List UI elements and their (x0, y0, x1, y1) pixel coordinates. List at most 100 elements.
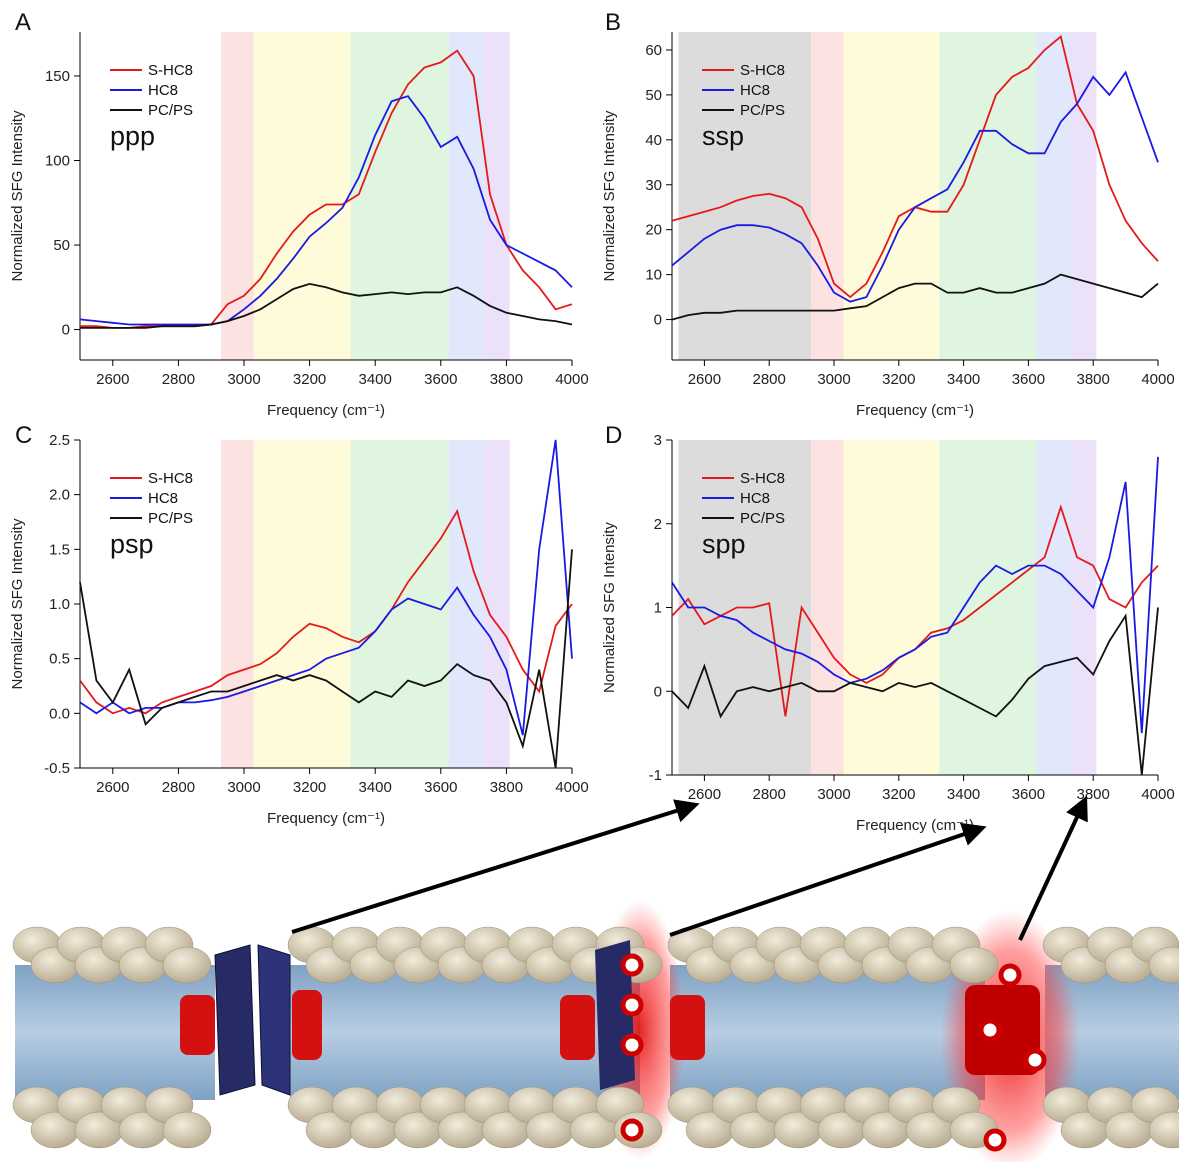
y-tick-label: 0 (654, 312, 662, 329)
legend-label: PC/PS (740, 102, 785, 119)
panel-letter: A (15, 9, 31, 36)
lipid-head (162, 1111, 212, 1149)
x-tick-label: 3400 (947, 786, 980, 803)
x-tick-label: 3200 (293, 779, 326, 796)
y-axis-label: Normalized SFG Intensity (9, 518, 26, 689)
legend-label: S-HC8 (740, 62, 785, 79)
membrane-illustration (12, 795, 1179, 1167)
y-axis-label: Normalized SFG Intensity (601, 110, 618, 281)
x-tick-label: 3400 (359, 779, 392, 796)
frequency-band (843, 440, 940, 775)
x-tick-label: 2600 (96, 779, 129, 796)
x-tick-label: 3600 (1012, 371, 1045, 388)
y-tick-label: 2 (654, 516, 662, 533)
x-axis-label: Frequency (cm⁻¹) (856, 817, 974, 834)
legend-label: PC/PS (148, 510, 193, 527)
legend-label: S-HC8 (148, 62, 193, 79)
series-line (671, 456, 1159, 734)
frequency-band (939, 32, 1037, 360)
frequency-band (449, 32, 484, 360)
x-tick-label: 2600 (96, 371, 129, 388)
x-axis-label: Frequency (cm⁻¹) (856, 402, 974, 419)
y-tick-label: -0.5 (44, 760, 70, 777)
y-tick-label: 100 (45, 152, 70, 169)
frequency-band (253, 440, 351, 768)
x-axis-label: Frequency (cm⁻¹) (267, 810, 385, 827)
y-tick-label: 60 (645, 42, 662, 59)
panel-letter: D (605, 422, 622, 449)
y-tick-label: 50 (645, 87, 662, 104)
frequency-band (811, 32, 844, 360)
panel-letter: B (605, 9, 621, 36)
frequency-band (350, 32, 449, 360)
legend-label: S-HC8 (740, 470, 785, 487)
x-tick-label: 3000 (817, 786, 850, 803)
bilayer-core (670, 965, 985, 1100)
x-tick-label: 2600 (688, 371, 721, 388)
series-line (79, 508, 573, 715)
legend-label: HC8 (148, 82, 178, 99)
panel-letter: C (15, 422, 32, 449)
x-tick-label: 3200 (882, 786, 915, 803)
chart-panel: -0.5 0.0 0.5 1.0 1.5 2.0 2.5 2600 2800 3000 3200 34… (9, 422, 589, 827)
frequency-band (1036, 440, 1071, 775)
y-tick-label: 10 (645, 267, 662, 284)
chart-panel: 0 50 100 150 2600 2800 3000 3200 3400 3600 3800 400… (9, 9, 589, 419)
x-tick-label: 3400 (359, 371, 392, 388)
x-tick-label: 3600 (1012, 786, 1045, 803)
y-tick-label: 150 (45, 68, 70, 85)
y-axis-label: Normalized SFG Intensity (601, 522, 618, 693)
chart-panel: -1 0 1 2 3 2600 2800 3000 3200 3400 3600 3800 4000 Fr… (601, 422, 1175, 834)
x-tick-label: 4000 (1141, 371, 1174, 388)
lipid-head (949, 946, 999, 984)
x-tick-label: 3600 (424, 779, 457, 796)
frequency-band (939, 440, 1037, 775)
x-tick-label: 2800 (162, 371, 195, 388)
x-tick-label: 3400 (947, 371, 980, 388)
frequency-band (253, 32, 351, 360)
x-tick-label: 4000 (555, 371, 588, 388)
x-tick-label: 3800 (1077, 371, 1110, 388)
mode-label: ppp (110, 121, 155, 151)
y-tick-label: 0 (62, 322, 70, 339)
x-tick-label: 3200 (293, 371, 326, 388)
y-tick-label: 0.0 (49, 705, 70, 722)
x-tick-label: 2600 (688, 786, 721, 803)
y-tick-label: 50 (53, 237, 70, 254)
y-tick-label: 1.0 (49, 596, 70, 613)
y-tick-label: 0 (654, 683, 662, 700)
mode-label: ssp (702, 121, 744, 151)
x-tick-label: 4000 (555, 779, 588, 796)
x-tick-label: 3800 (1077, 786, 1110, 803)
x-tick-label: 3000 (817, 371, 850, 388)
frequency-band (221, 440, 254, 768)
x-tick-label: 4000 (1141, 786, 1174, 803)
y-tick-label: 1.5 (49, 541, 70, 558)
legend-label: PC/PS (148, 102, 193, 119)
frequency-band (843, 32, 940, 360)
mode-label: psp (110, 529, 154, 559)
x-tick-label: 3800 (490, 371, 523, 388)
x-tick-label: 2800 (753, 786, 786, 803)
chart-panel: 0 10 20 30 40 50 60 2600 2800 3000 3200 3400 3600 380… (601, 9, 1175, 419)
legend-label: PC/PS (740, 510, 785, 527)
legend-label: S-HC8 (148, 470, 193, 487)
series-line (80, 282, 573, 329)
x-tick-label: 2800 (753, 371, 786, 388)
y-tick-label: 2.0 (49, 487, 70, 504)
y-tick-label: 2.5 (49, 432, 70, 449)
frequency-band (483, 32, 510, 360)
y-tick-label: 20 (645, 222, 662, 239)
lipid-heads (12, 926, 1179, 1149)
arrow (1018, 795, 1088, 941)
x-tick-label: 2800 (162, 779, 195, 796)
frequency-band (483, 440, 510, 768)
x-tick-label: 3200 (882, 371, 915, 388)
arrow (669, 822, 987, 937)
series-line (671, 70, 1159, 303)
series-line (671, 273, 1159, 321)
lipid-head (1148, 946, 1179, 984)
frequency-band (811, 440, 844, 775)
x-tick-label: 3800 (490, 779, 523, 796)
